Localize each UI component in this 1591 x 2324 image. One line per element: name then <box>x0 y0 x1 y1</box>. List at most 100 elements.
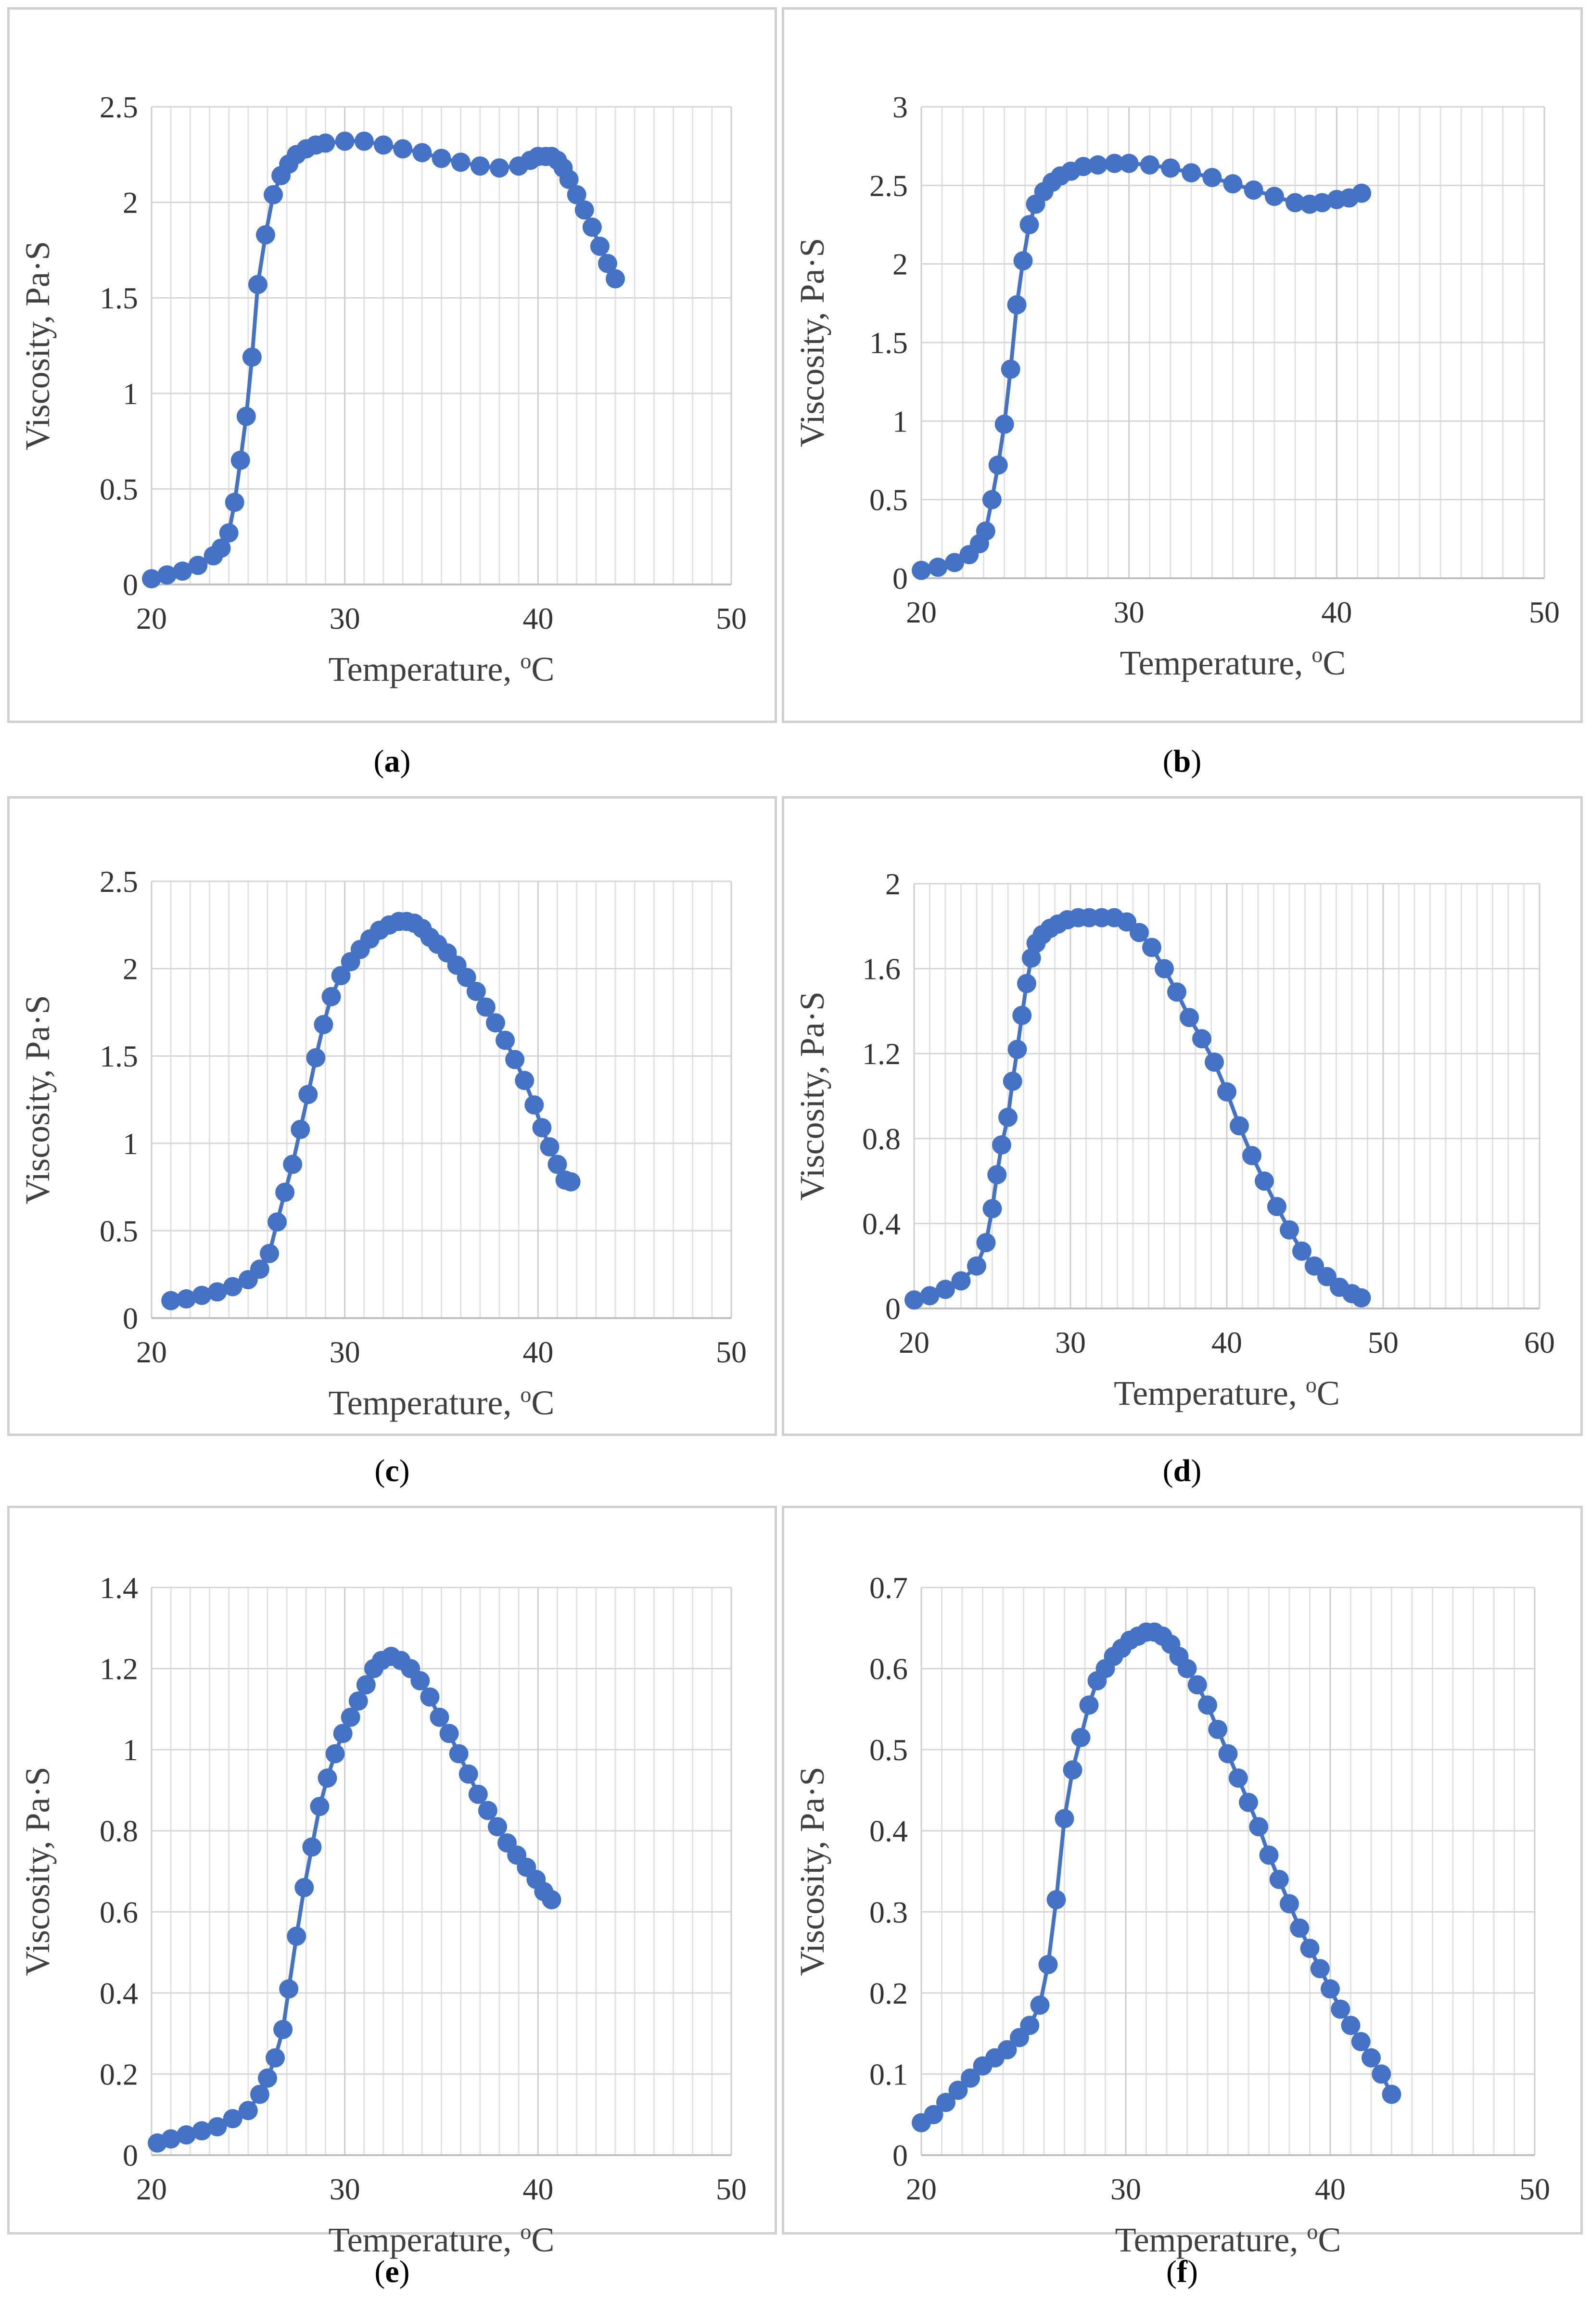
data-point <box>1017 974 1036 993</box>
y-tick-label: 1.5 <box>869 326 908 360</box>
series-line <box>170 919 572 1303</box>
data-point <box>951 1271 971 1291</box>
data-point <box>188 556 208 575</box>
data-point <box>928 558 948 577</box>
data-point <box>314 1015 333 1034</box>
data-point <box>468 1784 488 1804</box>
data-point <box>1007 295 1027 315</box>
x-tick-label: 40 <box>1315 2172 1346 2206</box>
x-tick-label: 20 <box>899 1325 929 1359</box>
data-point <box>192 1285 212 1305</box>
data-point <box>948 2081 968 2100</box>
y-axis-title: Viscosity, Pa·S <box>793 238 831 447</box>
data-point <box>982 1199 1002 1219</box>
chart-f: 0 0.1 0.2 0.3 0.4 0.5 0.6 0.7 20 30 40 50 Temperatur… <box>793 1571 1550 2259</box>
y-tick-label: 0.8 <box>100 1814 138 1848</box>
data-point <box>1071 1727 1091 1747</box>
chart-panel-e: 0 0.2 0.4 0.6 0.8 1 1.2 1.4 20 30 40 50 Temperature,… <box>7 1506 777 2259</box>
caption-f: (f) <box>1086 2256 1278 2288</box>
x-axis-title-text: Temperature, <box>1114 1374 1306 1412</box>
data-point <box>936 2093 955 2112</box>
y-tick-label: 0 <box>123 568 138 602</box>
data-point <box>598 254 617 273</box>
caption-b: (b) <box>1086 746 1278 777</box>
data-point <box>992 1135 1011 1155</box>
x-tick-label: 20 <box>906 2172 937 2206</box>
data-point <box>161 2129 181 2149</box>
data-point <box>945 553 965 572</box>
caption-b-open: ( <box>1162 744 1173 779</box>
data-point <box>1230 1116 1249 1136</box>
data-point <box>250 1259 269 1279</box>
data-point <box>988 455 1008 475</box>
data-point <box>236 406 256 426</box>
data-point <box>904 1290 924 1310</box>
x-tick-label: 50 <box>716 1335 747 1369</box>
data-point <box>325 1744 345 1764</box>
data-point <box>230 450 250 470</box>
y-axis-title: Viscosity, Pa·S <box>18 241 57 450</box>
data-point <box>412 143 432 163</box>
data-point <box>1255 1171 1274 1191</box>
data-point <box>1372 2064 1391 2084</box>
x-axis-title-degree: o <box>1311 642 1323 667</box>
data-point <box>374 135 393 155</box>
data-point <box>242 347 262 367</box>
data-point <box>547 1155 567 1174</box>
data-point <box>458 1764 478 1784</box>
data-point <box>207 1282 227 1302</box>
data-point <box>283 1155 303 1174</box>
data-point <box>961 2068 980 2088</box>
x-axis-title-unit: C <box>1323 644 1346 682</box>
caption-b-close: ) <box>1191 744 1202 779</box>
data-point <box>574 200 594 220</box>
y-tick-label: 2.5 <box>869 168 908 203</box>
data-point <box>912 560 931 580</box>
chart-panel-a: 0 0.5 1 1.5 2 2.5 20 30 40 50 Temperature, oC Visco… <box>7 7 777 723</box>
data-point <box>318 1768 337 1788</box>
data-point <box>173 561 192 581</box>
data-point <box>1012 1005 1032 1025</box>
x-axis-title-text: Temperature, <box>1115 2221 1307 2259</box>
data-point <box>260 1244 280 1263</box>
chart-panel-b: 0 0.5 1 1.5 2 2.5 3 20 30 40 50 Temperature, oC Visc… <box>782 7 1583 723</box>
data-point <box>590 236 610 256</box>
y-tick-label: 0.8 <box>862 1122 901 1156</box>
data-point <box>258 2068 277 2088</box>
data-point <box>987 1165 1007 1184</box>
data-point <box>1264 187 1284 206</box>
data-point <box>273 2019 293 2039</box>
y-tick-label: 3 <box>892 90 908 124</box>
data-point <box>161 1291 181 1310</box>
x-axis-title-unit: C <box>531 1384 554 1422</box>
caption-e-close: ) <box>399 2254 410 2289</box>
data-point <box>1155 959 1174 978</box>
data-point <box>466 981 486 1001</box>
data-point <box>470 156 490 176</box>
caption-c-letter: c <box>385 1453 399 1488</box>
data-point <box>354 131 374 151</box>
y-tick-label: 2 <box>885 867 901 901</box>
caption-a: (a) <box>296 746 488 777</box>
caption-c: (c) <box>296 1455 488 1487</box>
data-point <box>1331 1999 1350 2019</box>
data-point <box>1055 1809 1074 1829</box>
data-point <box>1142 938 1161 957</box>
x-tick-label: 40 <box>522 601 553 635</box>
data-point <box>410 1671 430 1690</box>
data-point <box>1007 1040 1027 1059</box>
data-point <box>582 217 602 237</box>
data-point <box>1130 923 1149 942</box>
data-point <box>1205 1052 1224 1072</box>
chart-c: 0 0.5 1 1.5 2 2.5 20 30 40 50 Temperature, oC Visco… <box>18 864 747 1422</box>
data-point <box>515 1071 535 1091</box>
data-point <box>321 987 341 1006</box>
y-axis-title: Viscosity, Pa·S <box>793 1766 831 1976</box>
data-point <box>449 1744 469 1764</box>
data-point <box>561 1172 581 1192</box>
data-point <box>1310 1959 1330 1979</box>
data-point <box>207 2117 227 2136</box>
data-point <box>1019 215 1039 234</box>
data-point <box>211 538 231 558</box>
data-point <box>1300 1939 1320 1958</box>
